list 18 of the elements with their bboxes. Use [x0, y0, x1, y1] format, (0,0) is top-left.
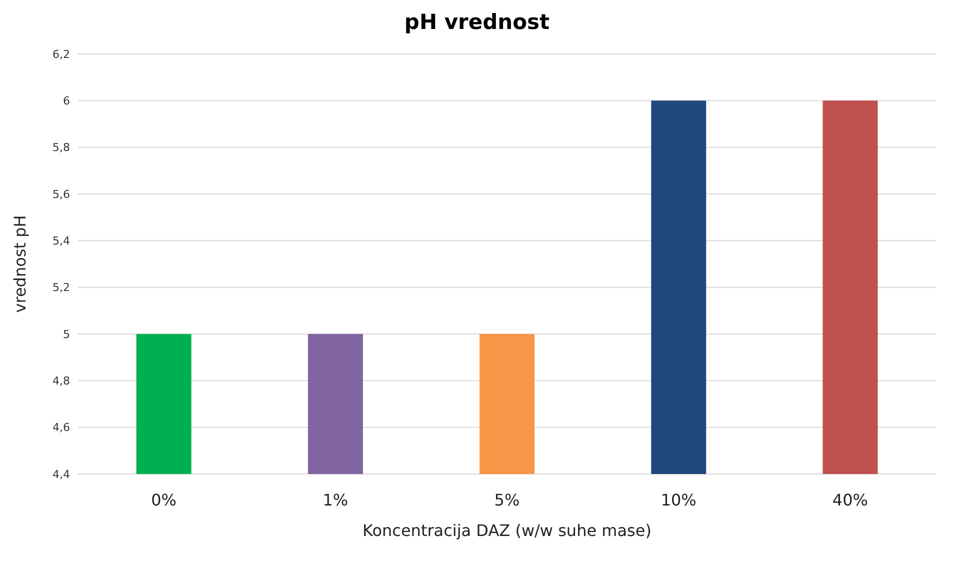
y-tick-label: 4,8 — [52, 374, 70, 388]
y-tick-label: 5,6 — [52, 188, 70, 201]
x-tick-label: 10% — [660, 490, 696, 510]
y-tick-label: 4,4 — [52, 468, 70, 481]
y-tick-label: 5,8 — [52, 141, 70, 154]
y-axis-title: vrednost pH — [10, 215, 30, 313]
y-tick-label: 5,4 — [52, 234, 70, 248]
y-tick-label: 5,2 — [52, 281, 70, 294]
x-tick-label: 40% — [832, 490, 868, 510]
x-axis-title: Koncentracija DAZ (w/w suhe mase) — [362, 521, 652, 540]
y-tick-label: 6 — [63, 94, 70, 108]
x-tick-label: 0% — [151, 490, 176, 510]
y-tick-label: 5 — [63, 328, 70, 341]
y-tick-label: 6,2 — [52, 48, 70, 61]
y-tick-label: 4,6 — [52, 421, 70, 434]
chart-title: pH vrednost — [403, 10, 551, 36]
x-tick-label: 1% — [322, 490, 348, 510]
x-tick-label: 5% — [494, 490, 520, 510]
